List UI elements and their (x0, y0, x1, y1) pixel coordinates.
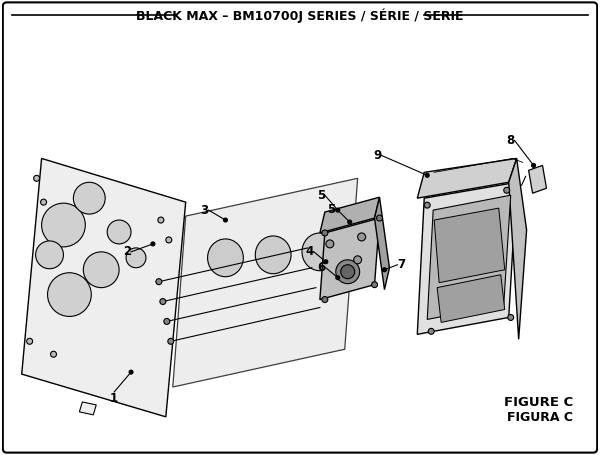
Ellipse shape (208, 239, 244, 277)
Text: 3: 3 (200, 203, 209, 217)
Circle shape (164, 318, 170, 324)
Circle shape (326, 240, 334, 248)
Circle shape (348, 220, 352, 224)
Circle shape (126, 248, 146, 268)
Polygon shape (79, 402, 96, 415)
Circle shape (336, 260, 359, 283)
Circle shape (358, 233, 365, 241)
Ellipse shape (255, 236, 291, 274)
FancyBboxPatch shape (3, 2, 597, 453)
Circle shape (160, 298, 166, 304)
Text: 6: 6 (317, 261, 326, 274)
Polygon shape (173, 178, 358, 387)
Circle shape (156, 278, 162, 285)
Circle shape (35, 241, 64, 269)
Circle shape (336, 276, 340, 280)
Polygon shape (320, 197, 380, 233)
Circle shape (151, 242, 155, 246)
Polygon shape (434, 208, 505, 283)
Circle shape (336, 208, 340, 212)
Polygon shape (509, 158, 527, 339)
Circle shape (158, 217, 164, 223)
Circle shape (41, 199, 47, 205)
Circle shape (26, 339, 32, 344)
Text: FIGURE C: FIGURE C (504, 396, 574, 409)
Circle shape (47, 273, 91, 317)
Circle shape (504, 187, 510, 193)
Circle shape (508, 314, 514, 320)
Text: 2: 2 (123, 245, 131, 258)
Circle shape (382, 268, 386, 272)
Circle shape (107, 220, 131, 244)
Text: 5: 5 (328, 202, 336, 216)
Circle shape (324, 260, 328, 264)
Text: FIGURA C: FIGURA C (508, 411, 574, 424)
Polygon shape (417, 158, 517, 198)
Circle shape (83, 252, 119, 288)
Polygon shape (437, 275, 505, 323)
Text: 1: 1 (110, 392, 118, 405)
Circle shape (223, 218, 227, 222)
Circle shape (428, 329, 434, 334)
Circle shape (425, 173, 429, 177)
Circle shape (424, 202, 430, 208)
Polygon shape (374, 197, 389, 290)
Circle shape (322, 297, 328, 303)
Polygon shape (529, 165, 547, 193)
Circle shape (371, 282, 377, 288)
Text: 5: 5 (317, 189, 325, 202)
Ellipse shape (302, 233, 338, 271)
Circle shape (34, 175, 40, 181)
Polygon shape (417, 182, 517, 334)
Circle shape (341, 265, 355, 278)
Text: 4: 4 (305, 245, 314, 258)
Circle shape (50, 351, 56, 357)
Circle shape (377, 215, 382, 221)
Polygon shape (427, 195, 511, 319)
Circle shape (129, 370, 133, 374)
Text: 9: 9 (373, 149, 382, 162)
Text: 7: 7 (397, 258, 406, 271)
Circle shape (166, 237, 172, 243)
Circle shape (532, 163, 536, 167)
Circle shape (41, 203, 85, 247)
Text: 8: 8 (506, 134, 515, 147)
Circle shape (73, 182, 105, 214)
Circle shape (168, 339, 174, 344)
Circle shape (322, 230, 328, 236)
Text: BLACK MAX – BM10700J SERIES / SÉRIE / SERIE: BLACK MAX – BM10700J SERIES / SÉRIE / SE… (136, 8, 464, 23)
Polygon shape (320, 218, 380, 299)
Circle shape (353, 256, 362, 264)
Polygon shape (22, 158, 186, 417)
